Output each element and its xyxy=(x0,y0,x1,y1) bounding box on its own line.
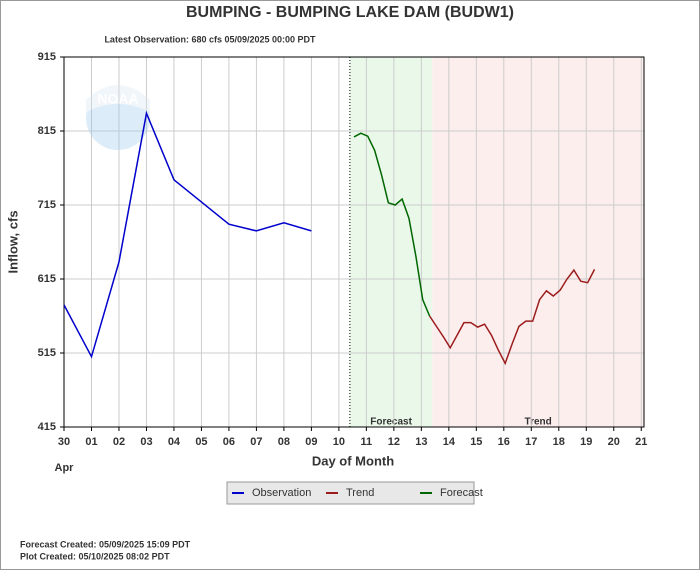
x-tick-label: 05 xyxy=(195,436,207,448)
x-sublabel: Apr xyxy=(55,462,75,474)
grid: 415 515 615 715 815 915 30 01 02 03 04 05 06 07 08 09 10… xyxy=(38,51,648,448)
x-tick-label: 14 xyxy=(443,436,456,448)
y-tick-label: 715 xyxy=(38,199,56,211)
x-tick-label: 19 xyxy=(580,436,592,448)
x-tick-label: 10 xyxy=(333,436,345,448)
x-tick-label: 04 xyxy=(168,436,181,448)
x-tick-label: 12 xyxy=(388,436,400,448)
y-tick-label: 915 xyxy=(38,51,56,63)
y-tick-label: 815 xyxy=(38,125,56,137)
logo-text: NOAA xyxy=(97,91,138,107)
chart-title: BUMPING - BUMPING LAKE DAM (BUDW1) xyxy=(186,4,514,21)
x-tick-label: 09 xyxy=(305,436,317,448)
x-tick-label: 18 xyxy=(553,436,565,448)
x-tick-label: 20 xyxy=(608,436,620,448)
x-tick-label: 30 xyxy=(58,436,70,448)
y-axis-label: Inflow, cfs xyxy=(5,210,20,273)
legend-label: Trend xyxy=(346,487,374,499)
x-tick-label: 06 xyxy=(223,436,235,448)
legend-label: Forecast xyxy=(440,487,483,499)
x-tick-label: 21 xyxy=(635,436,647,448)
x-tick-label: 03 xyxy=(140,436,152,448)
x-tick-label: 07 xyxy=(250,436,262,448)
legend-label: Observation xyxy=(252,487,311,499)
subtitle: Latest Observation: 680 cfs 05/09/2025 0… xyxy=(104,34,316,44)
logo: NOAA xyxy=(86,85,150,150)
series-line xyxy=(428,268,596,366)
region xyxy=(349,57,433,427)
plot-border xyxy=(63,56,645,428)
footer: Plot Created: 05/10/2025 08:02 PDT xyxy=(20,551,170,561)
x-tick-label: 15 xyxy=(470,436,482,448)
region-label: Forecast xyxy=(370,417,412,428)
regions: Forecast Trend xyxy=(349,57,644,428)
footer: Forecast Created: 05/09/2025 15:09 PDT xyxy=(20,539,191,549)
x-tick-label: 01 xyxy=(85,436,97,448)
y-tick-label: 515 xyxy=(38,347,56,359)
x-tick-label: 17 xyxy=(525,436,537,448)
x-tick-label: 11 xyxy=(361,436,373,448)
y-tick-label: 415 xyxy=(38,421,56,433)
x-tick-label: 02 xyxy=(113,436,125,448)
region xyxy=(432,57,644,427)
series-line xyxy=(63,110,312,359)
region-label: Trend xyxy=(525,417,552,428)
series-line xyxy=(353,132,431,317)
x-tick-label: 13 xyxy=(415,436,427,448)
plot xyxy=(63,110,596,366)
legend xyxy=(226,481,475,505)
y-tick-label: 615 xyxy=(38,273,56,285)
x-tick-label: 16 xyxy=(498,436,510,448)
x-axis-label: Day of Month xyxy=(312,453,394,468)
x-tick-label: 08 xyxy=(278,436,290,448)
